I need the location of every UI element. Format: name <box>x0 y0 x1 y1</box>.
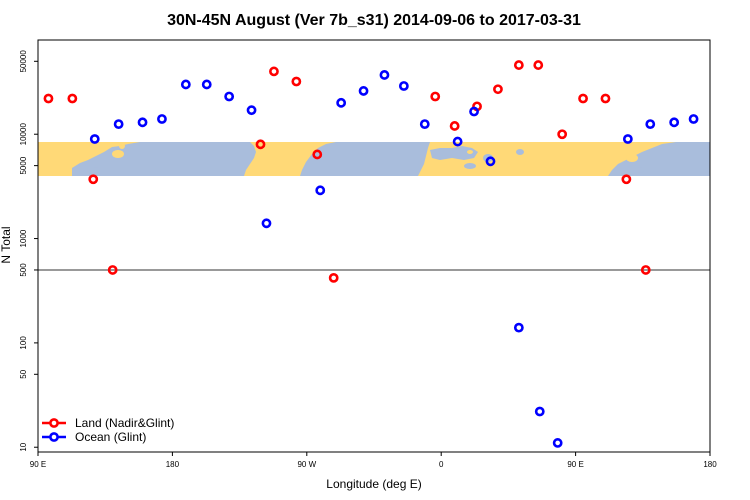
series-1-point-14 <box>419 119 430 130</box>
series-1-point-4 <box>180 79 191 90</box>
series-0 <box>43 60 651 283</box>
legend-marker-0 <box>49 418 59 428</box>
map-lake-4 <box>636 167 644 173</box>
series-1-point-23 <box>669 117 680 128</box>
series-1-point-19 <box>534 406 545 417</box>
series-0-point-15 <box>557 129 568 140</box>
series-0-point-6 <box>291 76 302 87</box>
x-tick-label-5: 180 <box>703 460 717 469</box>
legend-label-0: Land (Nadir&Glint) <box>75 416 174 430</box>
legend-label-1: Ocean (Glint) <box>75 430 146 444</box>
series-1-point-18 <box>513 322 524 333</box>
y-tick-label-0: 10 <box>19 442 28 451</box>
series-0-point-3 <box>107 265 118 275</box>
map-band <box>38 142 710 176</box>
series-1-point-13 <box>398 81 409 91</box>
series-0-point-7 <box>312 149 323 160</box>
series-1-point-15 <box>452 136 463 147</box>
series-1-point-20 <box>552 438 563 448</box>
series-0-point-9 <box>430 91 441 102</box>
map-ocean-3 <box>608 142 710 176</box>
series-0-point-14 <box>533 60 544 70</box>
series-1-point-17 <box>485 156 496 167</box>
y-axis-label: N Total <box>0 226 13 263</box>
map-lake-0 <box>92 167 100 173</box>
legend: Land (Nadir&Glint)Ocean (Glint) <box>42 416 174 444</box>
x-tick-label-4: 90 E <box>567 460 583 469</box>
series-0-point-5 <box>269 66 279 77</box>
series-0-point-17 <box>600 93 611 104</box>
series-0-point-0 <box>43 93 54 104</box>
y-tick-label-2: 100 <box>19 336 28 350</box>
series-1-point-2 <box>137 117 148 128</box>
series-1 <box>89 70 699 448</box>
series-1-point-24 <box>688 114 699 124</box>
map-island-1 <box>119 143 125 149</box>
series-1-point-16 <box>469 106 479 117</box>
series-1-point-22 <box>645 119 656 130</box>
x-tick-label-3: 0 <box>439 460 444 469</box>
y-axis: 10 50 100 500 1000 5000 10000 50000 <box>19 50 38 452</box>
legend-marker-1 <box>49 432 59 442</box>
series-0-point-19 <box>640 265 651 275</box>
series-1-point-3 <box>157 114 167 124</box>
map-island-4 <box>633 147 639 153</box>
series-1-point-1 <box>113 119 124 130</box>
series-1-point-9 <box>315 185 326 196</box>
series-0-point-8 <box>328 272 339 283</box>
series-1-point-12 <box>379 70 390 80</box>
y-tick-label-7: 50000 <box>19 50 28 73</box>
series-0-point-13 <box>513 60 524 70</box>
series-1-point-7 <box>246 105 257 116</box>
series-0-point-4 <box>255 139 266 150</box>
series-0-point-12 <box>493 84 503 95</box>
series-0-point-1 <box>67 93 78 104</box>
map-island-0 <box>112 150 124 158</box>
x-tick-label-1: 180 <box>166 460 180 469</box>
chart-title: 30N-45N August (Ver 7b_s31) 2014-09-06 t… <box>167 12 581 29</box>
map-ocean-1 <box>300 142 430 176</box>
y-tick-label-4: 1000 <box>19 229 28 247</box>
map-island-2 <box>467 150 473 154</box>
y-tick-label-5: 5000 <box>19 156 28 174</box>
series-1-point-6 <box>224 91 235 102</box>
y-tick-label-6: 10000 <box>19 123 28 146</box>
x-tick-label-0: 90 E <box>30 460 46 469</box>
x-axis: 90 E 180 90 W 0 90 E 180 <box>30 452 717 469</box>
series-1-point-0 <box>89 134 100 144</box>
series-1-point-5 <box>201 79 212 90</box>
series-0-point-18 <box>621 174 632 185</box>
map-island-3 <box>626 154 638 162</box>
x-tick-label-2: 90 W <box>297 460 316 469</box>
y-tick-label-3: 500 <box>19 263 28 277</box>
series-1-point-10 <box>336 97 347 108</box>
map-lake-3 <box>516 149 524 155</box>
series-1-point-21 <box>622 134 633 144</box>
plot-frame <box>37 39 711 453</box>
series-0-point-10 <box>449 121 460 131</box>
data-points <box>43 60 699 448</box>
series-0-point-2 <box>88 174 99 185</box>
x-axis-label: Longitude (deg E) <box>326 477 421 491</box>
series-1-point-11 <box>358 86 369 96</box>
map-ocean-2 <box>430 146 478 160</box>
series-0-point-16 <box>578 93 588 104</box>
map-lake-1 <box>464 163 476 169</box>
y-tick-label-1: 50 <box>19 369 28 378</box>
series-1-point-8 <box>261 218 272 229</box>
